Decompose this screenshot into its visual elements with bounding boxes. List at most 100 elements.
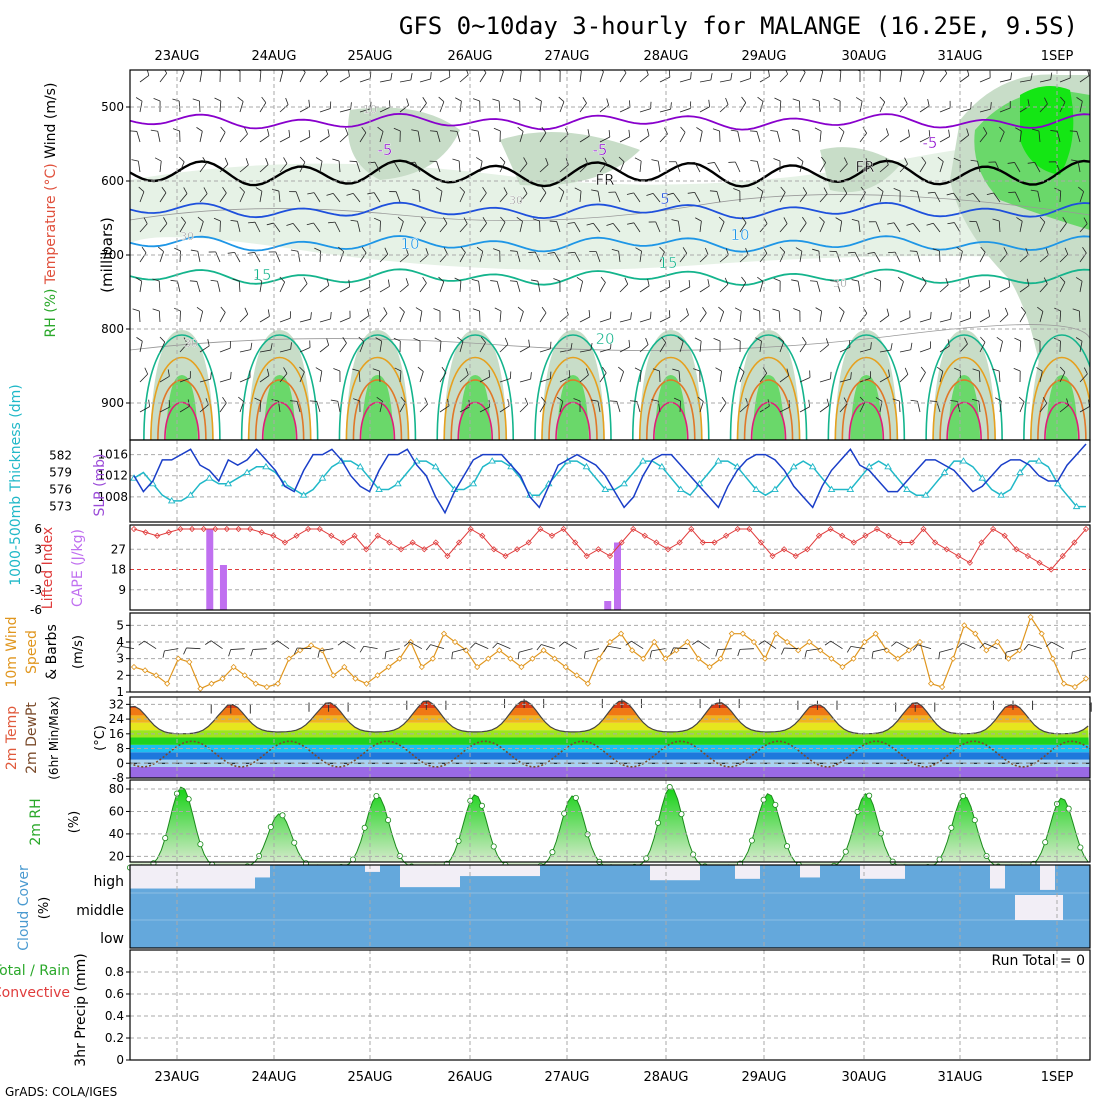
wind-barb-flag (361, 126, 367, 133)
li-marker (467, 525, 474, 533)
wind-tick-label: 3 (116, 652, 124, 666)
thickness-marker (205, 474, 214, 481)
li-marker (456, 539, 463, 546)
boundary-isotherm-loop (827, 334, 906, 440)
wind-barb (719, 311, 725, 323)
wind-barb (430, 644, 445, 650)
wind-barb-flag (1064, 247, 1069, 255)
temp-tick-label: 16 (109, 727, 124, 741)
slp-tick-label: 1016 (97, 448, 128, 462)
wind-barb-flag (286, 223, 294, 226)
wind-barb (299, 161, 306, 173)
li-marker (990, 525, 997, 533)
wind-barb-flag (433, 308, 441, 312)
wind-barb-flag (921, 156, 927, 163)
wind-barb (319, 285, 330, 293)
wind-barb (579, 349, 591, 353)
wind-speed-line (133, 615, 1087, 690)
wind-barb (679, 108, 691, 113)
wind-barb (539, 378, 551, 383)
rh-low-core (850, 375, 883, 440)
boundary-isotherm-loop (254, 379, 305, 440)
wind-barb-flag (332, 158, 340, 162)
wind-barb-flag (821, 156, 826, 163)
wind-barb (859, 348, 871, 353)
wind-barb-flag (359, 646, 365, 653)
wind-barb-flag (459, 186, 465, 193)
wind-barb (879, 134, 889, 143)
wind-barb-flag (488, 369, 491, 377)
wind-barb-flag (603, 645, 608, 653)
wind-barb-flag (315, 367, 323, 372)
thickness-marker (1035, 457, 1043, 464)
wind-barb (806, 648, 821, 652)
wind-barb (239, 101, 244, 113)
li-marker (374, 532, 381, 539)
wind-barb (199, 311, 204, 323)
wind-barb-flag (405, 248, 409, 256)
wind-barb (1079, 406, 1090, 413)
wind-barb (1078, 310, 1081, 323)
wind-barb (879, 315, 890, 323)
wind-barb (139, 101, 143, 113)
wind-barb (874, 252, 881, 263)
wind-barb-flag (980, 336, 986, 343)
wind-barb (939, 318, 951, 323)
thickness-marker (865, 462, 874, 470)
wind-barb-flag (926, 222, 934, 226)
wind-barb (252, 648, 267, 650)
wind-speed-marker (130, 663, 138, 671)
wind-barb (1014, 191, 1021, 203)
wind-barb-flag (130, 130, 137, 132)
li-marker (723, 532, 730, 539)
wind-barb (799, 251, 803, 263)
wind-barb-flag (733, 188, 740, 192)
wind-barb-flag (315, 157, 323, 162)
wind-barb (179, 405, 190, 413)
wind-barb (419, 78, 431, 83)
wind-barb (857, 281, 861, 293)
wind-barb (1059, 253, 1069, 263)
date-label-bottom: 25AUG (347, 1070, 392, 1085)
wind-speed-marker (308, 642, 315, 649)
pressure-tick-label: 700 (101, 248, 124, 262)
wind-barb (679, 314, 689, 323)
wind-barb (899, 163, 908, 173)
wind-barb-flag (688, 280, 691, 288)
wind-barb (896, 641, 910, 650)
y-axis-label-part: Wind (m/s) (43, 83, 59, 164)
panel-frame (129, 696, 1091, 779)
rh-marker (678, 811, 685, 818)
wind-barb-flag (574, 187, 582, 192)
wind-barb-flag (802, 70, 806, 73)
date-label-bottom: 27AUG (544, 1070, 589, 1085)
li-marker (154, 532, 161, 539)
wind-barb-flag (741, 96, 747, 103)
wind-barb (319, 73, 329, 83)
wind-barb-flag (460, 246, 466, 253)
wind-barb-flag (950, 400, 958, 402)
wind-barb-flag (1030, 73, 1033, 81)
wind-barb-flag (143, 217, 148, 224)
wind-barb (339, 342, 347, 353)
wind-speed-marker (153, 672, 160, 679)
wind-barb (499, 222, 506, 233)
li-marker (734, 525, 741, 533)
wind-barb-flag (482, 186, 487, 194)
wind-barb (999, 107, 1011, 113)
wind-barb-flag (528, 339, 531, 347)
thickness-marker (658, 462, 666, 470)
wind-barb-flag (650, 101, 652, 109)
precip-axis-label: Convective (0, 985, 70, 1001)
wind-barb (259, 281, 263, 293)
rh-marker (385, 817, 392, 824)
wind-barb (599, 136, 610, 143)
wind-barb (919, 136, 931, 143)
wind-barb (839, 131, 845, 143)
wind-barb (518, 648, 533, 653)
wind-barb (639, 108, 651, 113)
wind-barb-flag (1050, 130, 1058, 132)
wind-speed-marker (1038, 630, 1045, 637)
wind-speed-marker (1049, 655, 1056, 662)
wind-barb (379, 79, 391, 83)
